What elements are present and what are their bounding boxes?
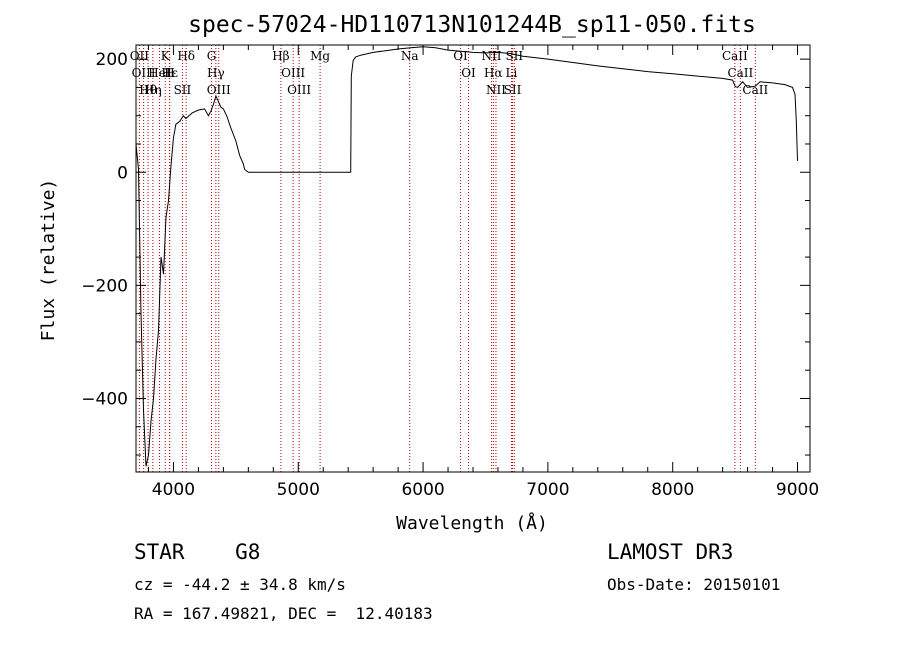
line-label: Hη <box>144 83 162 97</box>
axis-ticks: 4000 5000 6000 7000 8000 9000 −400 −200 0 200 <box>81 45 819 500</box>
line-label: OIII <box>287 83 311 97</box>
line-label: Hε <box>161 66 178 80</box>
x-tick-label: 4000 <box>152 480 195 500</box>
line-label: Mg <box>310 49 330 63</box>
line-label: SII <box>504 83 522 97</box>
coordinates-label: RA = 167.49821, DEC = 12.40183 <box>134 604 433 623</box>
x-tick-label: 9000 <box>776 480 819 500</box>
plot-frame <box>135 44 811 473</box>
line-label: CaII <box>722 49 748 63</box>
obs-date-label: Obs-Date: 20150101 <box>607 575 781 594</box>
line-label: Hθ <box>139 83 157 97</box>
line-label: H <box>164 66 174 80</box>
line-label: HeI <box>148 66 171 80</box>
y-axis-label: Flux (relative) <box>38 179 59 342</box>
y-tick-label: 0 <box>117 163 128 183</box>
line-label: OI <box>461 66 476 80</box>
x-tick-label: 7000 <box>526 480 569 500</box>
line-label: Na <box>401 49 419 63</box>
x-axis-label: Wavelength (Å) <box>396 512 548 534</box>
line-markers <box>138 45 756 472</box>
spectrum-line <box>135 46 798 467</box>
x-tick-label: 5000 <box>277 480 320 500</box>
line-label: SII <box>174 83 192 97</box>
line-label: Hβ <box>272 49 289 63</box>
chart-title: spec-57024-HD110713N101244B_sp11-050.fit… <box>188 12 756 38</box>
line-label: K <box>161 49 171 63</box>
line-label: Hδ <box>177 49 195 63</box>
line-label: OIII <box>207 83 231 97</box>
y-tick-label: 200 <box>96 50 128 70</box>
line-label: Li <box>506 66 518 80</box>
line-label: NII <box>481 49 501 63</box>
line-label: OIII <box>281 66 305 80</box>
classification-label: STAR G8 <box>134 540 261 564</box>
line-label: OI <box>453 49 468 63</box>
x-tick-label: 6000 <box>401 480 444 500</box>
line-label: SII <box>505 49 523 63</box>
line-label: G <box>207 49 217 63</box>
y-tick-label: −200 <box>81 276 128 296</box>
x-tick-label: 8000 <box>651 480 694 500</box>
line-label: CaII <box>727 66 753 80</box>
line-label: OII <box>130 49 150 63</box>
line-label: Hα <box>484 66 503 80</box>
survey-label: LAMOST DR3 <box>607 540 734 564</box>
line-label: NII <box>486 83 506 97</box>
line-label: CaII <box>742 83 768 97</box>
line-label: OIII <box>132 66 156 80</box>
y-tick-label: −400 <box>81 389 128 409</box>
line-label: Hγ <box>207 66 225 80</box>
redshift-label: cz = -44.2 ± 34.8 km/s <box>134 575 346 594</box>
